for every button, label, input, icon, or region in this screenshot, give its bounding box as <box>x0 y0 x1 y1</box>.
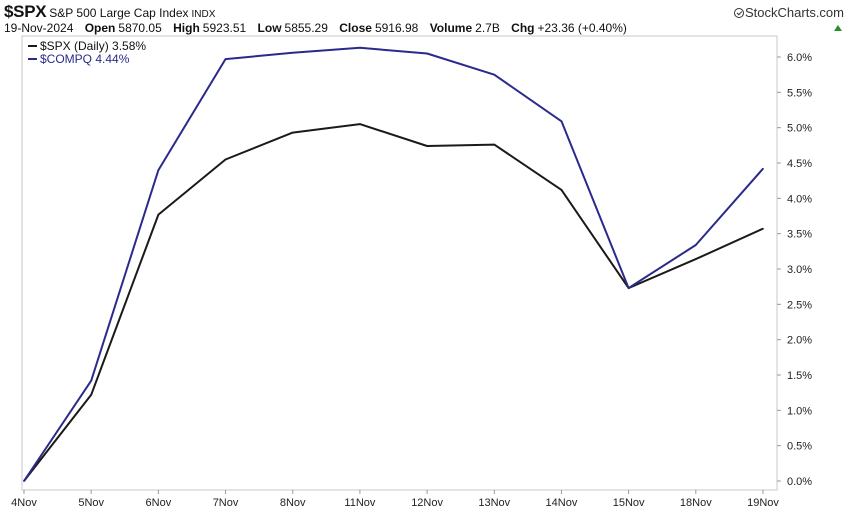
high-value: 5923.51 <box>202 21 247 35</box>
y-tick-label: 2.0% <box>787 335 812 347</box>
legend-label-spx: $SPX (Daily) 3.58% <box>40 39 147 53</box>
series-point-compq <box>493 73 496 76</box>
legend-swatch-spx <box>28 45 37 47</box>
y-tick-label: 4.0% <box>787 193 812 205</box>
series-point-spx <box>291 131 294 134</box>
x-tick-label: 13Nov <box>478 497 510 509</box>
ticker-symbol: $SPX <box>4 2 47 21</box>
series-point-spx <box>224 158 227 161</box>
series-point-compq <box>90 379 92 382</box>
chg-value: +23.36 (+0.40%) <box>537 21 627 35</box>
legend-item-spx: $SPX (Daily) 3.58% <box>28 40 146 53</box>
close-label: Close <box>339 21 372 35</box>
chart-header: $SPX S&P 500 Large Cap Index INDX StockCha… <box>4 2 844 22</box>
legend-item-compq: $COMPQ 4.44% <box>28 53 146 66</box>
chg-label: Chg <box>511 21 535 35</box>
open-label: Open <box>84 21 116 35</box>
series-point-spx <box>359 123 361 125</box>
x-tick-label: 6Nov <box>146 497 172 509</box>
series-point-compq <box>762 167 764 170</box>
volume-value: 2.7B <box>475 21 500 35</box>
series-point-spx <box>695 258 697 260</box>
x-tick-label: 15Nov <box>613 497 645 509</box>
y-tick-label: 1.5% <box>787 370 812 382</box>
brand-logo[interactable]: StockCharts.com <box>734 5 844 20</box>
y-tick-label: 1.0% <box>787 405 812 417</box>
quote-bar: 19-Nov-2024 Open 5870.05 High 5923.51 Low 5… <box>4 21 627 35</box>
close-value: 5916.98 <box>374 21 419 35</box>
legend-label-compq: $COMPQ 4.44% <box>40 52 130 66</box>
y-tick-label: 4.5% <box>787 158 812 170</box>
y-tick-label: 5.0% <box>787 123 812 135</box>
series-point-compq <box>627 287 630 289</box>
x-tick-label: 19Nov <box>747 497 779 509</box>
y-tick-label: 2.5% <box>787 299 812 311</box>
series-point-spx <box>157 213 160 216</box>
series-point-compq <box>291 51 294 54</box>
low-label: Low <box>257 21 282 35</box>
x-tick-label: 18Nov <box>680 497 712 509</box>
y-tick-label: 6.0% <box>787 52 812 64</box>
y-tick-label: 5.5% <box>787 87 812 99</box>
x-tick-label: 11Nov <box>344 497 375 509</box>
x-tick-label: 7Nov <box>213 497 239 509</box>
x-tick-label: 12Nov <box>411 497 443 509</box>
series-point-spx <box>762 227 764 230</box>
brand-text: StockCharts.com <box>745 5 844 20</box>
series-point-compq <box>23 480 25 482</box>
high-label: High <box>173 21 200 35</box>
y-tick-label: 0.5% <box>787 441 812 453</box>
series-point-compq <box>560 120 563 123</box>
series-point-compq <box>157 169 160 171</box>
open-value: 5870.05 <box>118 21 162 35</box>
y-tick-label: 3.5% <box>787 229 812 241</box>
chart-legend: $SPX (Daily) 3.58% $COMPQ 4.44% <box>28 40 146 66</box>
quote-date: 19-Nov-2024 <box>4 21 74 35</box>
x-tick-label: 5Nov <box>78 497 104 509</box>
series-point-compq <box>359 47 361 49</box>
exchange-label: INDX <box>191 9 216 20</box>
series-point-compq <box>695 244 697 246</box>
y-tick-label: 3.0% <box>787 264 812 276</box>
low-value: 5855.29 <box>284 21 328 35</box>
series-line-compq <box>23 46 764 482</box>
x-tick-label: 4Nov <box>11 497 37 509</box>
index-name: S&P 500 Large Cap Index <box>49 6 189 20</box>
x-tick-label: 8Nov <box>280 497 306 509</box>
volume-label: Volume <box>429 21 473 35</box>
series-point-spx <box>560 189 563 191</box>
series-point-compq <box>224 58 227 60</box>
series-point-spx <box>90 393 92 396</box>
up-arrow-icon <box>834 25 842 31</box>
x-tick-label: 14Nov <box>546 497 578 509</box>
series-point-spx <box>493 143 496 146</box>
legend-swatch-compq <box>28 58 37 60</box>
series-point-spx <box>426 145 428 147</box>
plot-frame <box>21 35 778 491</box>
checkmark-circle-icon <box>734 8 745 18</box>
series-point-compq <box>426 52 428 55</box>
y-tick-label: 0.0% <box>787 476 812 488</box>
series-line-spx <box>23 123 764 482</box>
